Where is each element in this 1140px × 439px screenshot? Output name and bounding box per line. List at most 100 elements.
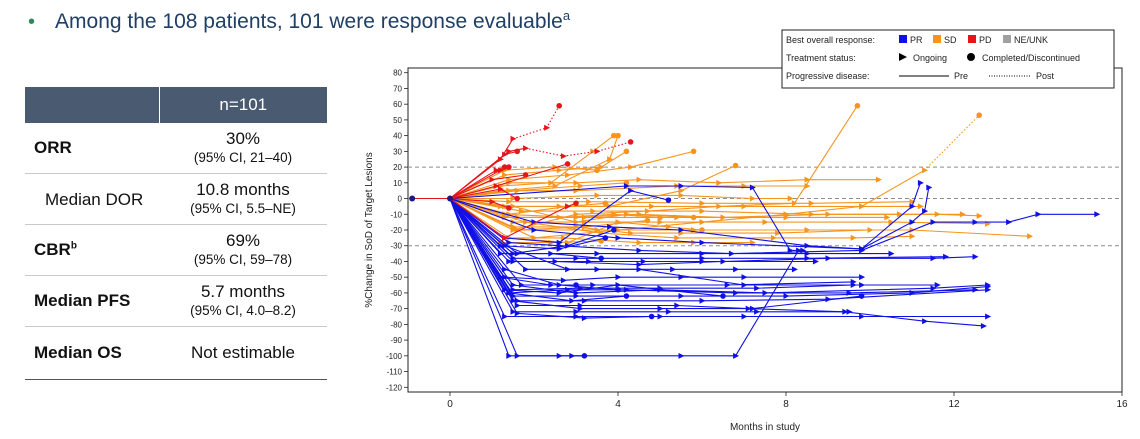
- point-ongoing: [678, 182, 685, 189]
- point-ongoing: [749, 195, 756, 202]
- point-ongoing: [497, 186, 504, 193]
- point-ongoing: [909, 198, 916, 205]
- point-ongoing: [808, 211, 815, 218]
- baseline-point: [409, 195, 416, 202]
- point-ongoing: [623, 182, 630, 189]
- point-ongoing: [586, 198, 593, 205]
- point-ongoing: [523, 266, 530, 273]
- table-row-os: Median OS Not estimable: [25, 326, 327, 380]
- point-completed: [854, 102, 861, 109]
- point-ongoing: [586, 258, 593, 265]
- legend-ongoing-marker: [899, 53, 907, 61]
- point-ongoing: [607, 223, 614, 230]
- row-label-pfs: Median PFS: [25, 275, 159, 327]
- row-label-orr: ORR: [25, 123, 159, 174]
- point-ongoing: [514, 352, 521, 359]
- point-ongoing: [514, 297, 521, 304]
- series-pr: [412, 179, 924, 252]
- point-ongoing: [548, 179, 555, 186]
- summary-header-row: n=101: [25, 87, 327, 123]
- point-ongoing: [506, 352, 513, 359]
- point-ongoing: [804, 242, 811, 249]
- point-ongoing: [649, 203, 656, 210]
- series-pr: [412, 184, 933, 252]
- point-ongoing: [518, 282, 525, 289]
- point-ongoing: [699, 239, 706, 246]
- point-completed: [648, 313, 655, 320]
- y-tick-label: 70: [393, 84, 402, 93]
- point-ongoing: [623, 211, 630, 218]
- point-ongoing: [573, 313, 580, 320]
- point-ongoing: [497, 274, 504, 281]
- cbr-ci: (95% CI, 59–78): [193, 252, 293, 267]
- point-completed: [514, 195, 520, 202]
- point-ongoing: [497, 250, 504, 257]
- point-ongoing: [636, 239, 643, 246]
- series-line: [412, 169, 925, 239]
- point-ongoing: [531, 234, 538, 241]
- y-tick-label: -80: [390, 320, 402, 329]
- legend-swatch-pd: [968, 35, 976, 43]
- x-tick-label: 12: [948, 399, 960, 410]
- point-ongoing: [909, 219, 916, 226]
- point-completed: [602, 235, 609, 241]
- row-value-dor: 10.8 months (95% CI, 5.5–NE): [159, 173, 327, 225]
- headline: • Among the 108 patients, 101 were respon…: [28, 8, 570, 34]
- legend-pre-label: Pre: [954, 71, 968, 81]
- point-ongoing: [548, 239, 555, 246]
- legend-ongoing-label: Ongoing: [913, 53, 947, 63]
- point-ongoing: [594, 250, 601, 257]
- point-ongoing: [930, 219, 937, 226]
- point-ongoing: [783, 293, 790, 300]
- point-completed: [501, 164, 508, 170]
- point-ongoing: [678, 293, 685, 300]
- point-completed: [627, 139, 634, 145]
- point-ongoing: [917, 203, 924, 210]
- point-ongoing: [548, 250, 555, 257]
- point-completed: [573, 200, 579, 207]
- x-tick-label: 4: [615, 399, 621, 410]
- point-ongoing: [510, 195, 517, 202]
- point-ongoing: [674, 302, 681, 309]
- point-ongoing: [859, 203, 866, 210]
- y-tick-label: -60: [390, 289, 402, 298]
- point-completed: [506, 164, 512, 170]
- point-ongoing: [573, 179, 580, 186]
- point-completed: [581, 353, 588, 359]
- point-ongoing: [497, 242, 504, 249]
- point-completed: [564, 161, 571, 167]
- point-ongoing: [678, 192, 685, 199]
- pfs-value: 5.7 months: [200, 282, 286, 301]
- point-ongoing: [699, 200, 706, 207]
- point-ongoing: [573, 211, 580, 218]
- point-ongoing: [510, 297, 517, 304]
- point-ongoing: [909, 233, 916, 240]
- point-completed: [690, 148, 697, 155]
- point-ongoing: [716, 179, 723, 186]
- point-completed: [623, 293, 630, 299]
- point-ongoing: [548, 282, 555, 289]
- point-ongoing: [615, 282, 622, 289]
- point-ongoing: [1027, 233, 1034, 240]
- dor-value: 10.8 months: [196, 180, 290, 199]
- point-ongoing: [506, 176, 513, 183]
- legend-response-title: Best overall response:: [786, 35, 875, 45]
- y-tick-label: -100: [386, 352, 403, 361]
- point-ongoing: [581, 315, 588, 322]
- series-line-post: [924, 114, 980, 171]
- series-pd: [412, 164, 508, 200]
- point-completed: [506, 205, 512, 211]
- legend-status-title: Treatment status:: [786, 53, 856, 63]
- point-ongoing: [749, 184, 756, 191]
- point-ongoing: [502, 151, 509, 158]
- point-ongoing: [636, 261, 643, 268]
- point-ongoing: [615, 274, 622, 281]
- point-completed: [976, 112, 982, 118]
- legend-frame: [781, 29, 1115, 89]
- point-ongoing: [560, 277, 567, 284]
- point-ongoing: [678, 187, 685, 194]
- point-ongoing: [943, 253, 950, 260]
- point-ongoing: [573, 255, 580, 262]
- table-row-pfs: Median PFS 5.7 months (95% CI, 4.0–8.2): [25, 275, 327, 327]
- point-ongoing: [531, 227, 538, 233]
